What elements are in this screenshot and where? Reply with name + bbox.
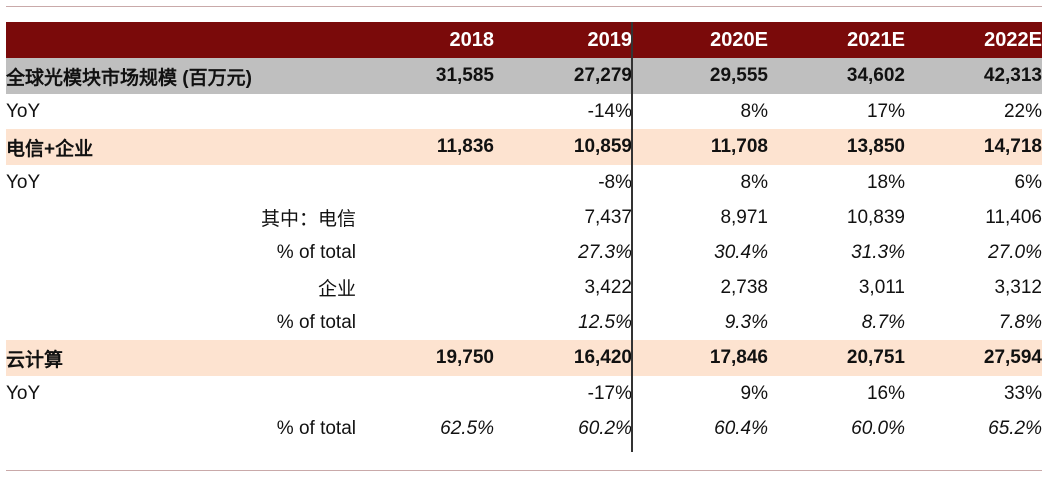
cell-value: 11,836 [356,129,494,165]
row-label: 其中：电信 [6,200,356,235]
cell-value [356,235,494,270]
top-rule [6,6,1042,7]
cell-value: 3,011 [768,270,905,305]
cell-value: 65.2% [905,411,1042,446]
cell-value: 30.4% [632,235,768,270]
table-row: % of total 27.3% 30.4% 31.3% 27.0% [6,235,1042,270]
cell-value: 27.0% [905,235,1042,270]
cell-value: -8% [494,165,632,200]
cell-value: 33% [905,376,1042,411]
cell-value: 14,718 [905,129,1042,165]
row-label: 电信+企业 [6,129,356,165]
row-label: 云计算 [6,340,356,376]
cell-value: 60.2% [494,411,632,446]
row-label: YoY [6,94,356,129]
cell-value [356,200,494,235]
cell-value: 27,594 [905,340,1042,376]
cell-value [356,165,494,200]
cell-value: 27.3% [494,235,632,270]
table-row: % of total 12.5% 9.3% 8.7% 7.8% [6,305,1042,340]
row-label: % of total [6,235,356,270]
cell-value: 11,708 [632,129,768,165]
table-row: YoY -17% 9% 16% 33% [6,376,1042,411]
row-label: 企业 [6,270,356,305]
table-row: 电信+企业 11,836 10,859 11,708 13,850 14,718 [6,129,1042,165]
estimate-divider-line [631,22,633,452]
cell-value: 18% [768,165,905,200]
cell-value: 3,422 [494,270,632,305]
row-label: YoY [6,165,356,200]
header-year-2018: 2018 [356,22,494,58]
cell-value: 19,750 [356,340,494,376]
cell-value: 16,420 [494,340,632,376]
cell-value: 62.5% [356,411,494,446]
cell-value: 10,859 [494,129,632,165]
row-label: % of total [6,411,356,446]
cell-value: 17,846 [632,340,768,376]
header-label [6,22,356,58]
cell-value: 11,406 [905,200,1042,235]
header-year-2022e: 2022E [905,22,1042,58]
cell-value: 8.7% [768,305,905,340]
header-year-2020e: 2020E [632,22,768,58]
table-row: 全球光模块市场规模 (百万元) 31,585 27,279 29,555 34,… [6,58,1042,94]
cell-value: 42,313 [905,58,1042,94]
cell-value [356,94,494,129]
cell-value: 9% [632,376,768,411]
cell-value: 27,279 [494,58,632,94]
bottom-rule [6,470,1042,471]
market-size-table: 2018 2019 2020E 2021E 2022E 全球光模块市场规模 (百… [6,22,1042,446]
cell-value: 12.5% [494,305,632,340]
table-row: YoY -14% 8% 17% 22% [6,94,1042,129]
table-row: 企业 3,422 2,738 3,011 3,312 [6,270,1042,305]
header-year-2021e: 2021E [768,22,905,58]
cell-value: 7.8% [905,305,1042,340]
cell-value: 13,850 [768,129,905,165]
table-row: 云计算 19,750 16,420 17,846 20,751 27,594 [6,340,1042,376]
header-year-2019: 2019 [494,22,632,58]
cell-value: 16% [768,376,905,411]
header-row: 2018 2019 2020E 2021E 2022E [6,22,1042,58]
cell-value: 31.3% [768,235,905,270]
row-label: 全球光模块市场规模 (百万元) [6,58,356,94]
cell-value: 6% [905,165,1042,200]
table-row: 其中：电信 7,437 8,971 10,839 11,406 [6,200,1042,235]
cell-value: 3,312 [905,270,1042,305]
cell-value: 34,602 [768,58,905,94]
cell-value [356,376,494,411]
cell-value: 20,751 [768,340,905,376]
row-label: % of total [6,305,356,340]
cell-value [356,305,494,340]
cell-value: 7,437 [494,200,632,235]
cell-value: 2,738 [632,270,768,305]
cell-value [356,270,494,305]
cell-value: 17% [768,94,905,129]
cell-value: 8,971 [632,200,768,235]
table-row: % of total 62.5% 60.2% 60.4% 60.0% 65.2% [6,411,1042,446]
cell-value: 9.3% [632,305,768,340]
cell-value: 10,839 [768,200,905,235]
cell-value: -17% [494,376,632,411]
row-label: YoY [6,376,356,411]
cell-value: -14% [494,94,632,129]
table-row: YoY -8% 8% 18% 6% [6,165,1042,200]
cell-value: 29,555 [632,58,768,94]
cell-value: 60.4% [632,411,768,446]
cell-value: 60.0% [768,411,905,446]
cell-value: 31,585 [356,58,494,94]
cell-value: 22% [905,94,1042,129]
cell-value: 8% [632,94,768,129]
cell-value: 8% [632,165,768,200]
